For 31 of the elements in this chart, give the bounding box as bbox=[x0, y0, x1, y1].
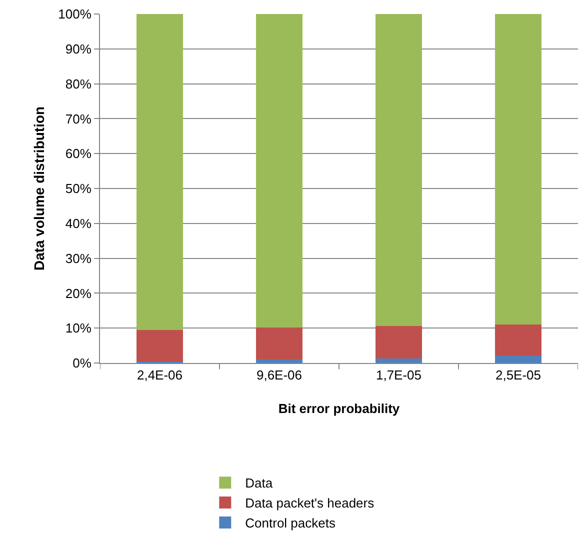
x-tick-label: 9,6E-06 bbox=[256, 368, 302, 383]
bar bbox=[494, 14, 542, 324]
y-tick-label: 50% bbox=[65, 181, 92, 196]
x-tick-label: 2,4E-06 bbox=[136, 368, 183, 383]
y-tick-label: 40% bbox=[65, 216, 92, 231]
legend-label: Control packets bbox=[245, 516, 336, 531]
y-tick-label: 0% bbox=[72, 356, 92, 371]
bar bbox=[375, 326, 422, 358]
bar bbox=[375, 14, 422, 326]
y-tick-label: 30% bbox=[65, 250, 92, 266]
x-tick-label: 2,5E-05 bbox=[495, 368, 542, 383]
y-tick-label: 100% bbox=[58, 6, 92, 22]
legend-label: Data bbox=[245, 476, 274, 491]
x-tick-label: 1,7E-05 bbox=[376, 368, 422, 383]
bar bbox=[375, 358, 422, 363]
bar bbox=[494, 355, 542, 363]
bar bbox=[256, 14, 303, 328]
x-axis-title: Bit error probability bbox=[278, 401, 400, 416]
legend-label: Data packet's headers bbox=[245, 496, 375, 511]
bar bbox=[494, 324, 542, 356]
y-tick-label: 20% bbox=[65, 286, 92, 301]
bar bbox=[256, 360, 303, 363]
y-tick-label: 80% bbox=[65, 76, 92, 92]
y-tick-label: 70% bbox=[65, 111, 92, 126]
bar bbox=[136, 14, 184, 330]
y-tick-label: 60% bbox=[65, 146, 92, 162]
y-tick-label: 10% bbox=[65, 320, 92, 336]
bar bbox=[256, 327, 303, 360]
bar bbox=[136, 330, 184, 362]
y-axis-title: Data volume distribution bbox=[30, 106, 47, 271]
y-tick-label: 90% bbox=[65, 41, 92, 56]
